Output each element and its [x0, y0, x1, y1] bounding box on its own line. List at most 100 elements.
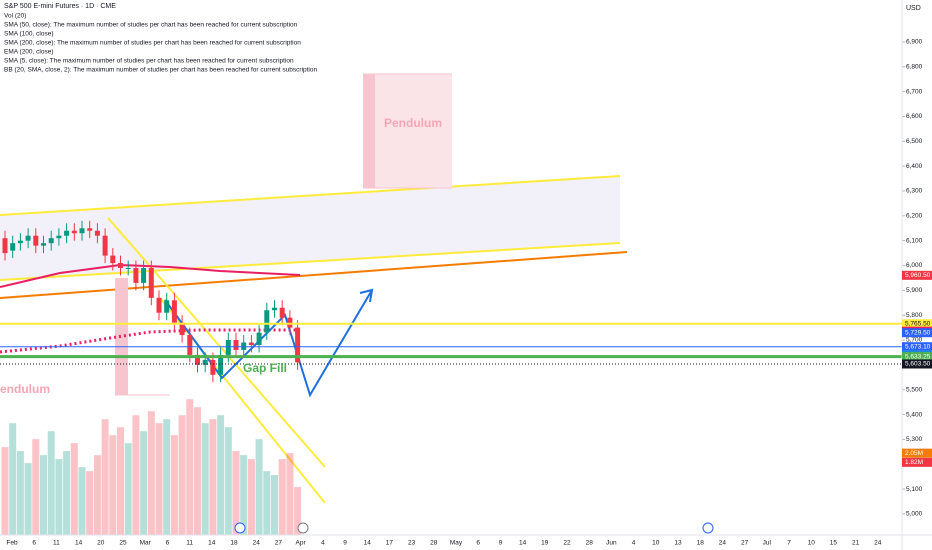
candle-body — [71, 230, 77, 234]
x-tick-label: 24 — [719, 540, 727, 547]
y-tick-label: 5,100 — [906, 486, 923, 493]
legend-line: Vol (20) — [4, 13, 26, 20]
volume-bar — [224, 427, 232, 535]
x-tick-label: 13 — [674, 540, 682, 547]
candle-body — [171, 300, 177, 323]
candle-body — [279, 307, 285, 318]
volume-bar — [255, 439, 263, 535]
candle-body — [102, 235, 108, 256]
y-tick-label: 5,500 — [906, 386, 923, 393]
y-tick-label: 5,800 — [906, 312, 923, 319]
volume-label: 2.05M — [905, 450, 923, 457]
volume-bar — [263, 471, 271, 535]
candle-body — [295, 327, 301, 363]
x-tick-label: 23 — [408, 540, 416, 547]
x-tick-label: 14 — [519, 540, 527, 547]
x-tick-label: 9 — [343, 540, 347, 547]
x-tick-label: 22 — [563, 540, 571, 547]
price-label: 5,729.50 — [905, 329, 931, 336]
annotation: Gap Fill — [243, 361, 287, 375]
event-icon[interactable] — [297, 522, 309, 534]
x-tick-label: Feb — [6, 540, 18, 547]
y-tick-label: 6,700 — [906, 88, 923, 95]
down-channel-upper — [107, 217, 326, 468]
volume-bar — [55, 459, 63, 535]
volume-bar — [109, 435, 117, 535]
candle-body — [64, 230, 70, 236]
volume-bar — [286, 453, 294, 535]
y-tick-label: 6,400 — [906, 163, 923, 170]
volume-bar — [278, 459, 286, 535]
volume-bar — [24, 463, 32, 535]
candle-body — [256, 332, 262, 345]
volume-bar — [40, 455, 47, 535]
candle-body — [48, 238, 54, 244]
x-tick-label: 4 — [321, 540, 325, 547]
y-tick-label: 5,000 — [906, 511, 923, 518]
annotation: Pendulum — [384, 116, 442, 130]
x-tick-label: 9 — [499, 540, 503, 547]
legend-line: SMA (100, close) — [4, 31, 54, 38]
x-tick-label: May — [450, 540, 463, 547]
price-label-bg — [902, 359, 932, 369]
x-tick-label: 6 — [32, 540, 36, 547]
legend-line: EMA (200, close) — [4, 49, 54, 56]
volume-bar — [124, 443, 132, 535]
event-icon[interactable] — [702, 522, 714, 534]
volume-bar — [217, 415, 225, 535]
pendulum-box — [363, 74, 452, 188]
volume-label-bg — [902, 457, 932, 467]
x-tick-label: 7 — [787, 540, 791, 547]
candle-body — [248, 342, 254, 345]
y-tick-label: 5,700 — [906, 337, 923, 344]
candle-body — [210, 359, 216, 375]
price-label: 5,673.10 — [905, 343, 931, 350]
candle-body — [125, 267, 131, 269]
volume-bar — [240, 455, 248, 535]
candle-body — [156, 297, 162, 313]
candle-body — [33, 235, 39, 246]
chart-title: S&P 500 E-mini Futures · 1D · CME — [4, 3, 116, 10]
event-icon[interactable] — [234, 522, 246, 534]
x-tick-label: Jul — [763, 540, 772, 547]
volume-bar — [247, 459, 255, 535]
volume-bar — [86, 471, 94, 535]
volume-bar — [78, 467, 86, 535]
x-tick-label: Mar — [140, 540, 152, 547]
x-tick-label: 27 — [275, 540, 283, 547]
trend-line — [0, 251, 628, 299]
candle-body — [287, 317, 293, 328]
x-tick-label: 21 — [852, 540, 860, 547]
volume-bar — [117, 427, 124, 535]
x-tick-label: 6 — [166, 540, 170, 547]
candle-body — [148, 267, 154, 298]
volume-bar — [232, 451, 240, 535]
volume-bar — [93, 455, 101, 535]
projection — [164, 289, 373, 398]
x-tick-label: 19 — [541, 540, 549, 547]
volume-bar — [155, 423, 163, 535]
pendulum-bar — [363, 74, 375, 188]
volume-bar — [1, 447, 9, 535]
price-label: 5,765.50 — [905, 320, 931, 327]
volume-bar — [9, 423, 17, 535]
candle-body — [225, 340, 231, 355]
y-tick-label: 6,100 — [906, 237, 923, 244]
x-tick-label: 14 — [208, 540, 216, 547]
volume-bar — [101, 419, 109, 535]
candle-body — [202, 359, 208, 365]
y-tick-label: 6,000 — [906, 262, 923, 269]
candle-body — [233, 340, 239, 350]
candle-body — [195, 354, 200, 365]
candle-body — [187, 335, 193, 355]
volume-label: 1.82M — [905, 459, 923, 466]
data-layer — [0, 41, 905, 535]
price-label: 5,960.50 — [905, 272, 931, 279]
candle-body — [218, 354, 224, 375]
price-label: 5,603.50 — [905, 361, 931, 368]
volume-bar — [294, 487, 302, 535]
x-tick-label: 28 — [586, 540, 594, 547]
x-tick-label: 10 — [652, 540, 660, 547]
